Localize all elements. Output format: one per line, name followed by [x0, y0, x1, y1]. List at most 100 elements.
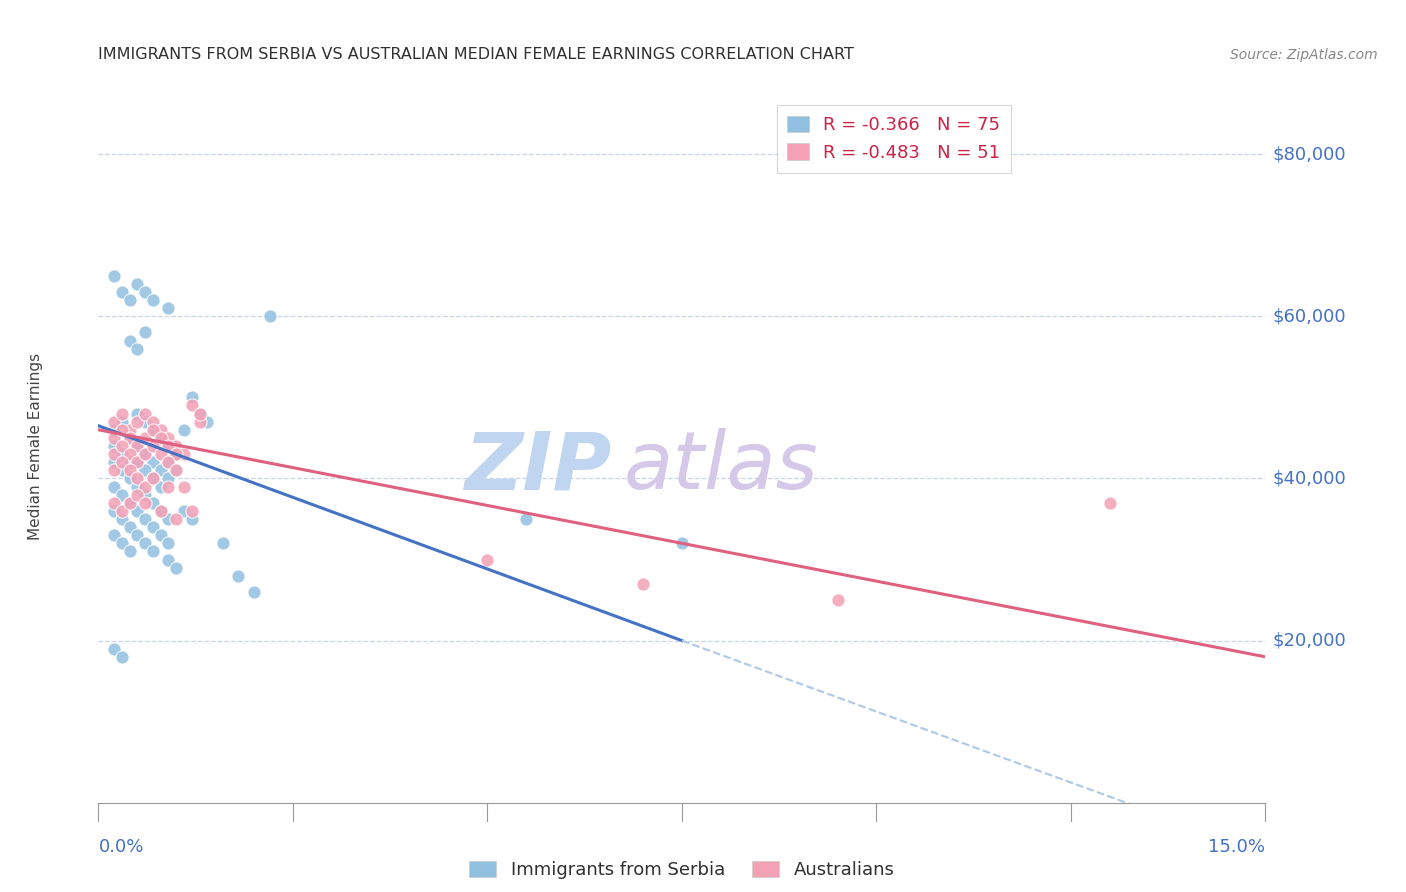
Point — [134, 326, 156, 340]
Point — [631, 577, 654, 591]
Point — [157, 439, 180, 453]
Point — [127, 407, 149, 421]
Point — [180, 390, 202, 404]
Text: Source: ZipAtlas.com: Source: ZipAtlas.com — [1230, 48, 1378, 62]
Point — [103, 439, 125, 453]
Point — [149, 504, 172, 518]
Point — [142, 496, 165, 510]
Point — [134, 488, 156, 502]
Point — [118, 455, 141, 469]
Point — [111, 536, 134, 550]
Point — [111, 407, 134, 421]
Point — [103, 268, 125, 283]
Point — [111, 415, 134, 429]
Point — [134, 536, 156, 550]
Point — [173, 504, 195, 518]
Point — [149, 423, 172, 437]
Point — [157, 471, 180, 485]
Point — [127, 479, 149, 493]
Point — [118, 496, 141, 510]
Point — [111, 463, 134, 477]
Point — [103, 479, 125, 493]
Point — [157, 552, 180, 566]
Point — [165, 560, 187, 574]
Text: Median Female Earnings: Median Female Earnings — [28, 352, 42, 540]
Point — [111, 439, 134, 453]
Point — [111, 455, 134, 469]
Point — [142, 423, 165, 437]
Point — [165, 447, 187, 461]
Point — [134, 479, 156, 493]
Point — [195, 415, 218, 429]
Point — [118, 471, 141, 485]
Point — [118, 423, 141, 437]
Point — [515, 512, 537, 526]
Point — [149, 528, 172, 542]
Point — [103, 431, 125, 445]
Point — [142, 455, 165, 469]
Point — [127, 528, 149, 542]
Text: IMMIGRANTS FROM SERBIA VS AUSTRALIAN MEDIAN FEMALE EARNINGS CORRELATION CHART: IMMIGRANTS FROM SERBIA VS AUSTRALIAN MED… — [98, 47, 855, 62]
Point — [157, 512, 180, 526]
Point — [103, 415, 125, 429]
Point — [157, 536, 180, 550]
Point — [103, 455, 125, 469]
Point — [149, 431, 172, 445]
Point — [103, 528, 125, 542]
Point — [127, 488, 149, 502]
Point — [103, 423, 125, 437]
Legend: Immigrants from Serbia, Australians: Immigrants from Serbia, Australians — [463, 854, 901, 887]
Point — [103, 463, 125, 477]
Point — [134, 431, 156, 445]
Point — [149, 447, 172, 461]
Point — [111, 488, 134, 502]
Point — [243, 585, 266, 599]
Point — [142, 415, 165, 429]
Text: 15.0%: 15.0% — [1208, 838, 1265, 856]
Point — [118, 496, 141, 510]
Point — [127, 455, 149, 469]
Point — [127, 504, 149, 518]
Point — [118, 334, 141, 348]
Point — [118, 447, 141, 461]
Point — [127, 415, 149, 429]
Point — [165, 439, 187, 453]
Point — [165, 463, 187, 477]
Text: $20,000: $20,000 — [1272, 632, 1346, 649]
Point — [103, 447, 125, 461]
Point — [142, 471, 165, 485]
Point — [259, 310, 281, 324]
Point — [180, 512, 202, 526]
Point — [157, 431, 180, 445]
Point — [212, 536, 235, 550]
Text: atlas: atlas — [623, 428, 818, 507]
Text: ZIP: ZIP — [464, 428, 612, 507]
Point — [134, 407, 156, 421]
Point — [165, 463, 187, 477]
Point — [1098, 496, 1121, 510]
Point — [103, 504, 125, 518]
Point — [149, 463, 172, 477]
Point — [827, 593, 849, 607]
Point — [134, 496, 156, 510]
Point — [127, 471, 149, 485]
Point — [188, 407, 211, 421]
Point — [111, 447, 134, 461]
Point — [134, 447, 156, 461]
Point — [671, 536, 693, 550]
Point — [149, 504, 172, 518]
Point — [180, 399, 202, 413]
Point — [134, 285, 156, 299]
Text: $80,000: $80,000 — [1272, 145, 1346, 163]
Point — [134, 447, 156, 461]
Point — [127, 439, 149, 453]
Point — [118, 293, 141, 307]
Point — [134, 463, 156, 477]
Point — [228, 568, 250, 582]
Point — [118, 431, 141, 445]
Point — [173, 479, 195, 493]
Point — [118, 544, 141, 558]
Text: $60,000: $60,000 — [1272, 307, 1346, 326]
Point — [127, 277, 149, 291]
Point — [111, 285, 134, 299]
